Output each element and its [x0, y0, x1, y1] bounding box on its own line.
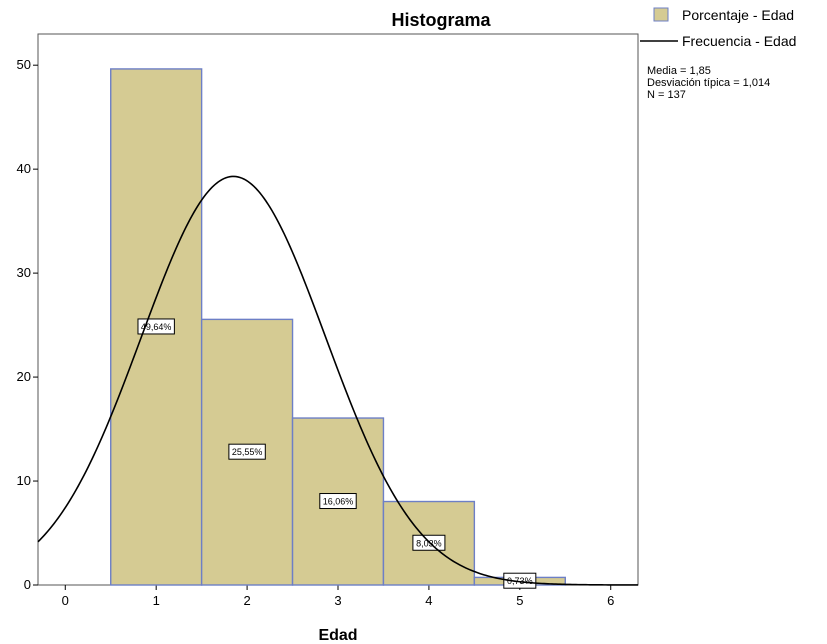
- x-axis-label: Edad: [318, 627, 357, 644]
- bar-label-box: [319, 493, 357, 510]
- stats-n: N = 137: [647, 89, 686, 101]
- y-tick-label: 0: [24, 577, 31, 592]
- legend: Porcentaje - Edad Frecuencia - Edad: [640, 7, 796, 49]
- legend-swatch-porcentaje: [653, 7, 669, 22]
- y-axis: 0 10 20 30 40 50: [17, 57, 38, 592]
- bar-data-label: 49,64%: [141, 322, 172, 332]
- bar-data-label: 8,03%: [416, 538, 442, 548]
- bar-label-box: [503, 572, 537, 589]
- stats-box: Media = 1,85 Desviación típica = 1,014 N…: [647, 65, 770, 101]
- y-tick-label: 10: [17, 473, 31, 488]
- normal-curve-line: [37, 175, 638, 586]
- legend-label-frecuencia: Frecuencia - Edad: [682, 33, 796, 49]
- y-tick-label: 30: [17, 265, 31, 280]
- bar-label-box: [228, 443, 266, 460]
- x-tick-label: 5: [516, 593, 523, 608]
- stats-sd: Desviación típica = 1,014: [647, 77, 770, 89]
- x-tick-label: 1: [153, 593, 160, 608]
- chart-title: Histograma: [391, 10, 491, 30]
- y-tick-label: 40: [17, 161, 31, 176]
- x-tick-label: 2: [243, 593, 250, 608]
- y-tick-label: 20: [17, 369, 31, 384]
- x-tick-label: 0: [62, 593, 69, 608]
- legend-label-porcentaje: Porcentaje - Edad: [682, 7, 794, 23]
- x-tick-label: 6: [607, 593, 614, 608]
- bar-data-label: 16,06%: [323, 497, 354, 507]
- y-tick-label: 50: [17, 57, 31, 72]
- x-tick-label: 3: [334, 593, 341, 608]
- x-axis: 0 1 2 3 4 5 6: [62, 585, 614, 608]
- bar-data-label: 25,55%: [232, 447, 263, 457]
- x-tick-label: 4: [425, 593, 432, 608]
- stats-mean: Media = 1,85: [647, 65, 711, 77]
